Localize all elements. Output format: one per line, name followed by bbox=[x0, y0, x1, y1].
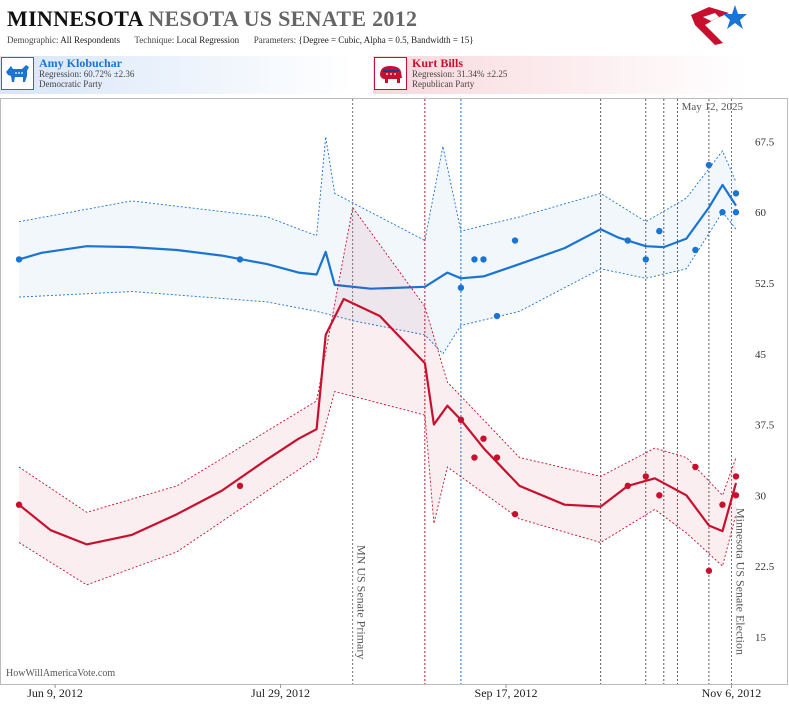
candidate-rep-panel: Kurt Bills Regression: 31.34% ±2.25 Repu… bbox=[373, 56, 789, 94]
y-tick-label: 52.5 bbox=[755, 278, 775, 290]
star-logo-icon bbox=[691, 5, 747, 45]
rep-poll-point bbox=[692, 463, 699, 471]
page-title: MINNESOTA NESOTA US SENATE 2012 bbox=[7, 6, 417, 32]
dem-poll-point bbox=[705, 161, 713, 169]
candidate-rep-name: Kurt Bills bbox=[412, 56, 464, 70]
rep-poll-point bbox=[732, 492, 740, 499]
rep-poll-point bbox=[15, 501, 23, 508]
rep-poll-point bbox=[719, 501, 726, 508]
technique-value: Local Regression bbox=[176, 35, 240, 45]
y-tick-label: 60 bbox=[755, 207, 767, 219]
dem-poll-point bbox=[692, 246, 699, 254]
parameters-line: Demographic: All Respondents Technique: … bbox=[7, 35, 474, 45]
x-tick-label: Jun 9, 2012 bbox=[27, 686, 83, 700]
candidate-rep-party: Republican Party bbox=[412, 79, 475, 89]
dem-poll-point bbox=[656, 227, 663, 235]
x-tick-label: Jul 29, 2012 bbox=[251, 686, 310, 700]
dem-band-upper bbox=[18, 136, 737, 242]
technique-label: Technique: bbox=[134, 35, 175, 45]
y-tick-label: 22.5 bbox=[755, 561, 775, 573]
candidate-dem-name: Amy Klobuchar bbox=[39, 56, 123, 70]
demographic-label: Demographic: bbox=[7, 35, 59, 45]
rep-poll-point bbox=[471, 454, 478, 461]
y-tick-label: 15 bbox=[755, 632, 767, 644]
page-header: MINNESOTA NESOTA US SENATE 2012 Demograp… bbox=[0, 0, 789, 50]
dem-poll-point bbox=[493, 312, 501, 320]
site-credit: HowWillAmericaVote.com bbox=[6, 668, 116, 679]
title-race: NESOTA US SENATE 2012 bbox=[148, 6, 418, 31]
dem-poll-point bbox=[511, 237, 519, 244]
dem-poll-point bbox=[471, 256, 478, 263]
parameters-label: Parameters: bbox=[253, 35, 297, 45]
x-tick-label: Sep 17, 2012 bbox=[475, 686, 538, 700]
rep-trend-line bbox=[18, 297, 738, 546]
chart-frame bbox=[0, 98, 788, 685]
rep-poll-point bbox=[642, 473, 649, 480]
candidate-dem-regression: Regression: 60.72% ±2.36 bbox=[39, 69, 135, 79]
rep-band-lower bbox=[18, 390, 737, 586]
dem-poll-point bbox=[732, 209, 740, 216]
dem-confidence-band bbox=[19, 136, 736, 354]
parameters-value: {Degree = Cubic, Alpha = 0.5, Bandwidth … bbox=[298, 35, 474, 45]
candidate-rep-regression: Regression: 31.34% ±2.25 bbox=[412, 69, 508, 79]
candidate-dem-party: Democratic Party bbox=[39, 79, 103, 89]
x-tick-label: Nov 6, 2012 bbox=[702, 686, 762, 700]
dem-poll-point bbox=[732, 190, 740, 197]
rep-poll-point bbox=[705, 567, 713, 574]
dem-poll-point bbox=[480, 256, 487, 263]
rep-poll-point bbox=[732, 473, 740, 480]
candidate-dem-panel: Amy Klobuchar Regression: 60.72% ±2.36 D… bbox=[0, 56, 394, 94]
event-label: MN US Senate Primary bbox=[355, 545, 369, 659]
title-state: MINNESOTA bbox=[7, 6, 143, 31]
rep-poll-point bbox=[493, 454, 501, 461]
dem-poll-point bbox=[15, 256, 23, 263]
date-stamp: May 12, 2025 bbox=[681, 101, 743, 113]
y-tick-label: 45 bbox=[755, 349, 767, 361]
donkey-icon bbox=[1, 57, 34, 90]
y-tick-label: 67.5 bbox=[755, 136, 775, 148]
dem-poll-point bbox=[642, 256, 649, 263]
rep-poll-point bbox=[457, 416, 465, 424]
dem-poll-point bbox=[457, 284, 465, 291]
dem-poll-point bbox=[624, 237, 631, 244]
demographic-value: All Respondents bbox=[60, 35, 120, 45]
dem-trend-line bbox=[18, 183, 737, 290]
rep-band-upper bbox=[18, 206, 737, 513]
rep-poll-point bbox=[480, 435, 487, 442]
elephant-icon bbox=[374, 57, 407, 90]
y-tick-label: 37.5 bbox=[755, 420, 775, 432]
y-tick-label: 30 bbox=[755, 490, 767, 502]
rep-confidence-band bbox=[19, 207, 736, 585]
dem-band-lower bbox=[18, 211, 737, 355]
rep-poll-point bbox=[656, 492, 663, 499]
event-label: Minnesota US Senate Election bbox=[733, 508, 747, 655]
rep-poll-point bbox=[236, 482, 244, 490]
rep-poll-point bbox=[624, 482, 631, 490]
dem-poll-point bbox=[236, 256, 244, 263]
dem-poll-point bbox=[719, 209, 726, 216]
rep-poll-point bbox=[511, 510, 519, 518]
